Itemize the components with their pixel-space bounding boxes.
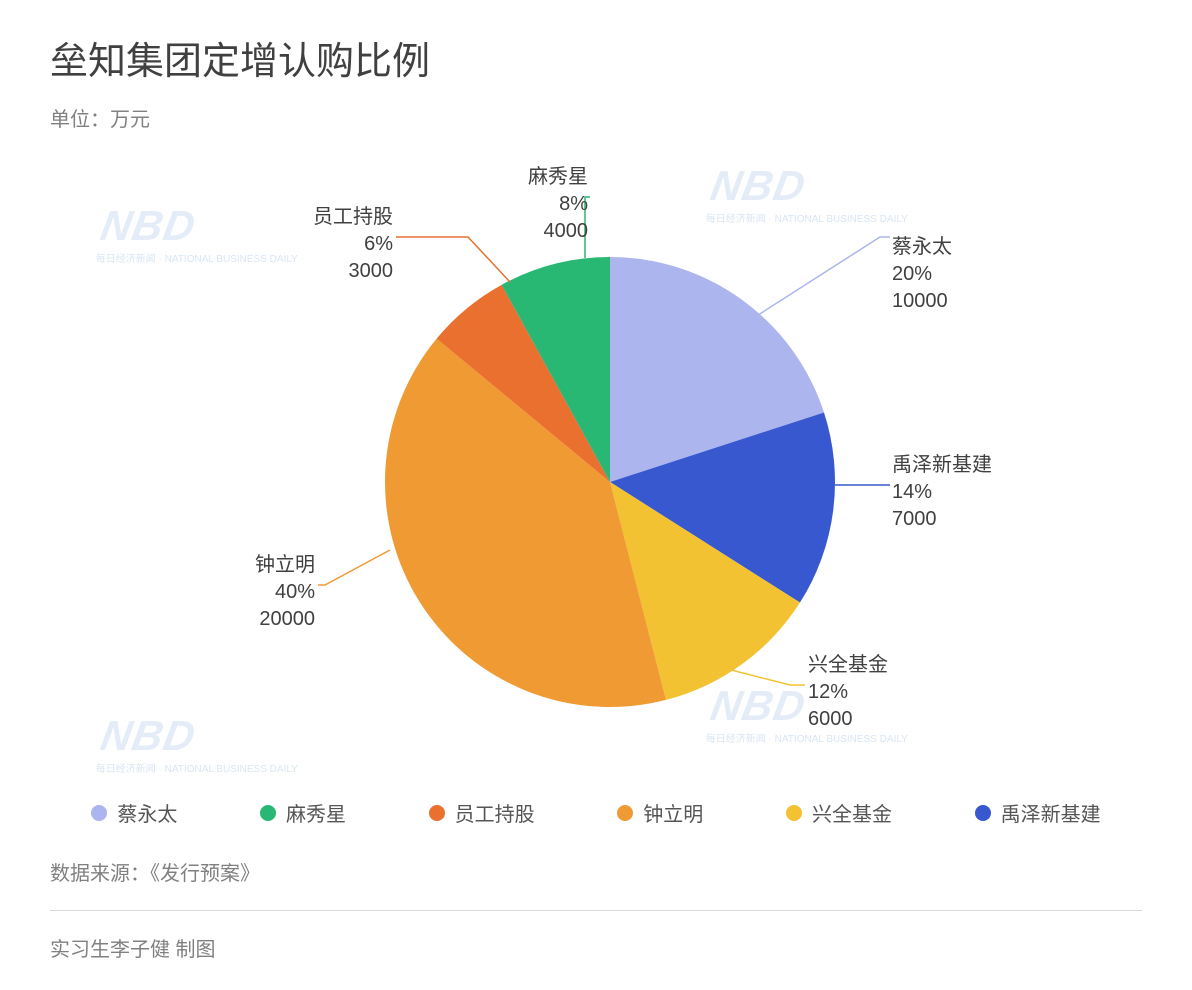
slice-name: 兴全基金 bbox=[808, 654, 888, 676]
slice-value: 4000 bbox=[544, 220, 589, 242]
chart-credit: 实习生李子健 制图 bbox=[50, 911, 1142, 962]
slice-name: 钟立明 bbox=[255, 554, 315, 576]
chart-title: 垒知集团定增认购比例 bbox=[50, 30, 1142, 85]
slice-label: 麻秀星 8% 4000 bbox=[528, 164, 588, 245]
slice-label: 蔡永太 20% 10000 bbox=[892, 234, 952, 315]
leader-line bbox=[318, 550, 390, 585]
legend-item: 员工持股 bbox=[429, 798, 535, 827]
legend-swatch bbox=[260, 805, 276, 821]
legend-label: 麻秀星 bbox=[286, 798, 346, 827]
legend-swatch bbox=[786, 805, 802, 821]
legend-swatch bbox=[617, 805, 633, 821]
slice-name: 禹泽新基建 bbox=[892, 454, 992, 476]
slice-name: 蔡永太 bbox=[892, 236, 952, 258]
slice-value: 20000 bbox=[259, 608, 315, 630]
slice-label: 禹泽新基建 14% 7000 bbox=[892, 452, 992, 533]
legend-label: 蔡永太 bbox=[117, 798, 177, 827]
legend-label: 员工持股 bbox=[455, 798, 535, 827]
slice-label: 钟立明 40% 20000 bbox=[255, 552, 315, 633]
legend: 蔡永太 麻秀星 员工持股 钟立明 兴全基金 禹泽新基建 bbox=[50, 782, 1142, 855]
legend-label: 兴全基金 bbox=[812, 798, 892, 827]
slice-name: 员工持股 bbox=[313, 206, 393, 228]
slice-value: 10000 bbox=[892, 290, 948, 312]
chart-subtitle: 单位：万元 bbox=[50, 103, 1142, 132]
slice-label: 兴全基金 12% 6000 bbox=[808, 652, 888, 733]
legend-swatch bbox=[975, 805, 991, 821]
slice-percent: 6% bbox=[364, 233, 393, 255]
legend-item: 蔡永太 bbox=[91, 798, 177, 827]
legend-label: 钟立明 bbox=[643, 798, 703, 827]
slice-value: 3000 bbox=[349, 260, 394, 282]
pie-chart: 蔡永太 20% 10000 禹泽新基建 14% 7000 兴全基金 12% 6000 钟立明 40%… bbox=[50, 142, 1142, 782]
legend-label: 禹泽新基建 bbox=[1001, 798, 1101, 827]
slice-percent: 12% bbox=[808, 681, 848, 703]
slice-percent: 14% bbox=[892, 481, 932, 503]
data-source: 数据来源：《发行预案》 bbox=[50, 855, 1142, 911]
legend-item: 兴全基金 bbox=[786, 798, 892, 827]
legend-item: 钟立明 bbox=[617, 798, 703, 827]
slice-label: 员工持股 6% 3000 bbox=[313, 204, 393, 285]
leader-line bbox=[396, 237, 510, 282]
slice-percent: 20% bbox=[892, 263, 932, 285]
legend-swatch bbox=[91, 805, 107, 821]
legend-item: 禹泽新基建 bbox=[975, 798, 1101, 827]
slice-value: 6000 bbox=[808, 708, 853, 730]
leader-line bbox=[755, 237, 890, 317]
legend-item: 麻秀星 bbox=[260, 798, 346, 827]
slice-value: 7000 bbox=[892, 508, 937, 530]
slice-name: 麻秀星 bbox=[528, 166, 588, 188]
legend-swatch bbox=[429, 805, 445, 821]
slice-percent: 8% bbox=[559, 193, 588, 215]
slice-percent: 40% bbox=[275, 581, 315, 603]
